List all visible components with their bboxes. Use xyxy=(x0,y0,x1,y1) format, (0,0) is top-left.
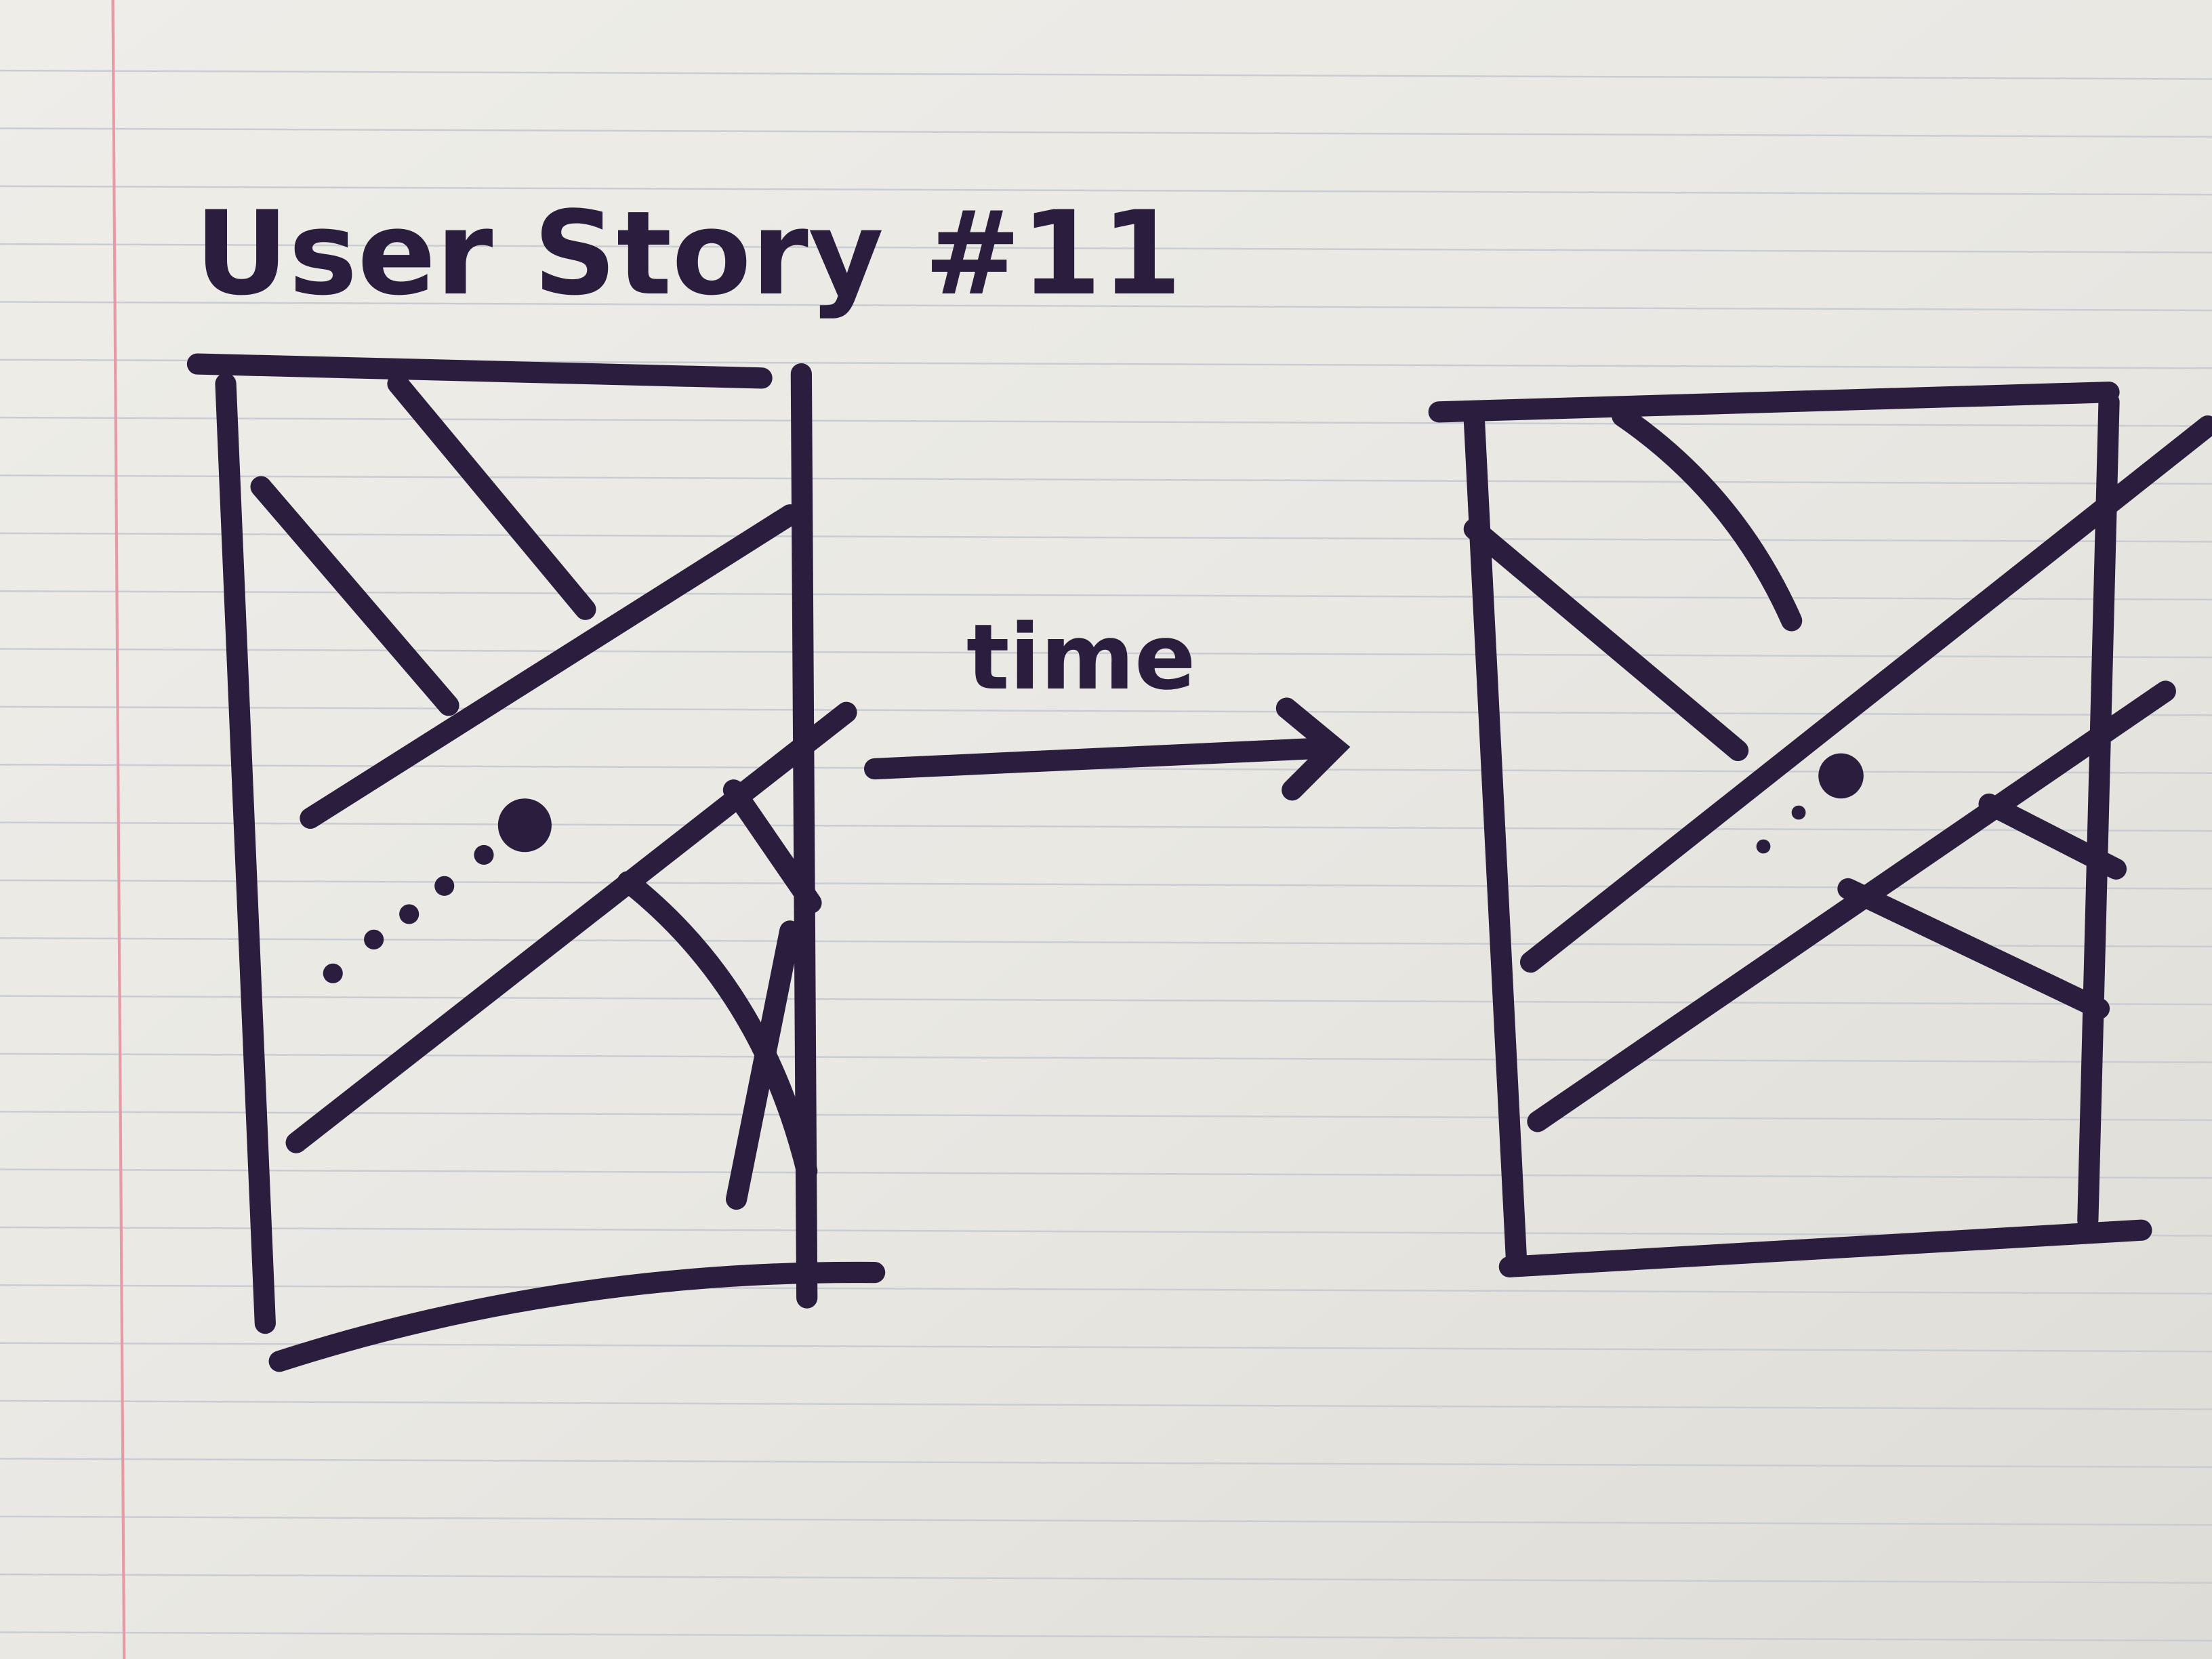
ruled-line xyxy=(0,1573,2212,1584)
ruled-line xyxy=(0,127,2212,138)
ruled-line xyxy=(0,1458,2212,1469)
ruled-line xyxy=(0,821,2212,832)
ruled-line xyxy=(0,648,2212,659)
ruled-line xyxy=(0,995,2212,1006)
right-frame xyxy=(1428,382,2212,1277)
ruled-line xyxy=(0,590,2212,600)
margin-line xyxy=(111,0,126,1659)
ruled-lines xyxy=(0,69,2212,1642)
arrow-label: time xyxy=(966,605,1196,710)
ruled-line xyxy=(0,1515,2212,1526)
ruled-line xyxy=(0,1631,2212,1642)
ruled-line xyxy=(0,1399,2212,1410)
ruled-line xyxy=(0,243,2212,253)
ruled-line xyxy=(0,474,2212,485)
ruled-line xyxy=(0,1111,2212,1122)
ruled-line xyxy=(0,1226,2212,1237)
ruled-line xyxy=(0,301,2212,312)
ruled-line xyxy=(0,185,2212,196)
ruled-line xyxy=(0,1168,2212,1179)
ruled-line xyxy=(0,416,2212,427)
ruled-line xyxy=(0,532,2212,543)
ruled-line xyxy=(0,1284,2212,1295)
title: User Story #11 xyxy=(194,187,1182,321)
ruled-line xyxy=(0,69,2212,80)
ruled-line xyxy=(0,1052,2212,1063)
left-frame xyxy=(186,353,886,1372)
time-arrow: time xyxy=(864,605,1351,801)
